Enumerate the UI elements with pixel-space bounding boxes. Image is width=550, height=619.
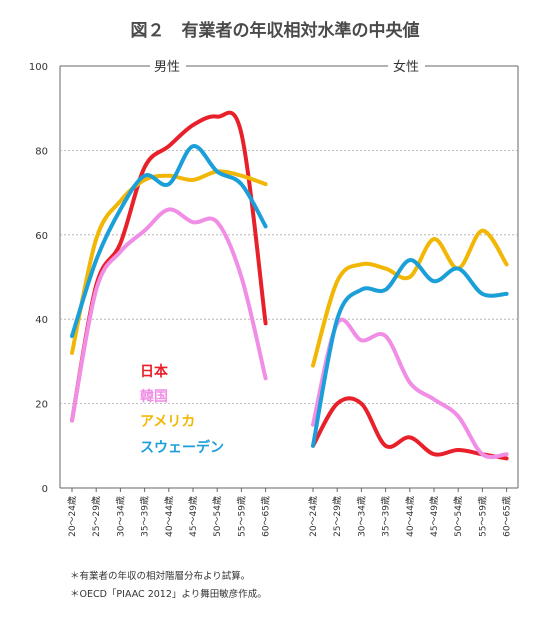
x-tick-label: 60～65歳 xyxy=(501,496,513,537)
y-tick-label: 100 xyxy=(29,62,48,73)
x-tick-label: 35～39歳 xyxy=(139,496,151,537)
footnote-2: ＊OECD「PIAAC 2012」より舞田敏彦作成。 xyxy=(70,588,267,600)
y-tick-label: 80 xyxy=(35,146,48,157)
x-tick-label: 20～24歳 xyxy=(66,496,78,537)
x-tick-label: 30～34歳 xyxy=(114,496,126,537)
footnote-1: ＊有業者の年収の相対階層分布より試算。 xyxy=(70,570,250,582)
x-tick-label: 55～59歳 xyxy=(235,496,247,537)
x-tick-labels: 20～24歳 25～29歳 30～34歳 35～39歳 40～44歳 45～49歳 50～5… xyxy=(66,488,513,537)
series-lines xyxy=(70,110,509,461)
y-tick-label: 0 xyxy=(42,484,48,495)
legend-entry: 日本 xyxy=(140,363,169,380)
series-line xyxy=(70,207,268,423)
panel-label: 男性 xyxy=(154,60,180,75)
legend-entry: 韓国 xyxy=(140,388,168,405)
x-tick-label: 45～49歳 xyxy=(187,496,199,537)
panel-label: 女性 xyxy=(393,59,419,75)
x-tick-label: 30～34歳 xyxy=(355,496,367,537)
x-tick-label: 60～65歳 xyxy=(260,496,272,537)
legend-entry: アメリカ xyxy=(140,414,195,430)
x-tick-label: 55～59歳 xyxy=(476,496,488,537)
series-line xyxy=(311,228,509,368)
series-line xyxy=(311,258,509,448)
x-tick-label: 50～54歳 xyxy=(452,496,464,537)
chart-title: 図２ 有業者の年収相対水準の中央値 xyxy=(131,20,420,41)
y-tick-labels: 0 20 40 60 80 100 xyxy=(29,62,48,495)
x-tick-label: 50～54歳 xyxy=(211,496,223,537)
panel-labels: 男性 女性 xyxy=(154,59,419,75)
y-tick-label: 60 xyxy=(35,231,48,242)
x-tick-label: 20～24歳 xyxy=(307,496,319,537)
x-tick-label: 25～29歳 xyxy=(90,496,102,537)
x-tick-label: 35～39歳 xyxy=(380,496,392,537)
series-line xyxy=(70,169,268,355)
legend-entry: スウェーデン xyxy=(140,439,224,456)
gridlines xyxy=(60,149,518,405)
series-line xyxy=(311,396,509,461)
y-tick-label: 20 xyxy=(35,400,48,411)
axes xyxy=(59,65,519,489)
series-line xyxy=(70,144,268,339)
x-tick-label: 40～44歳 xyxy=(163,496,175,537)
x-tick-label: 40～44歳 xyxy=(404,496,416,537)
y-tick-label: 40 xyxy=(35,315,48,326)
x-tick-label: 25～29歳 xyxy=(331,496,343,537)
x-tick-label: 45～49歳 xyxy=(428,496,440,537)
